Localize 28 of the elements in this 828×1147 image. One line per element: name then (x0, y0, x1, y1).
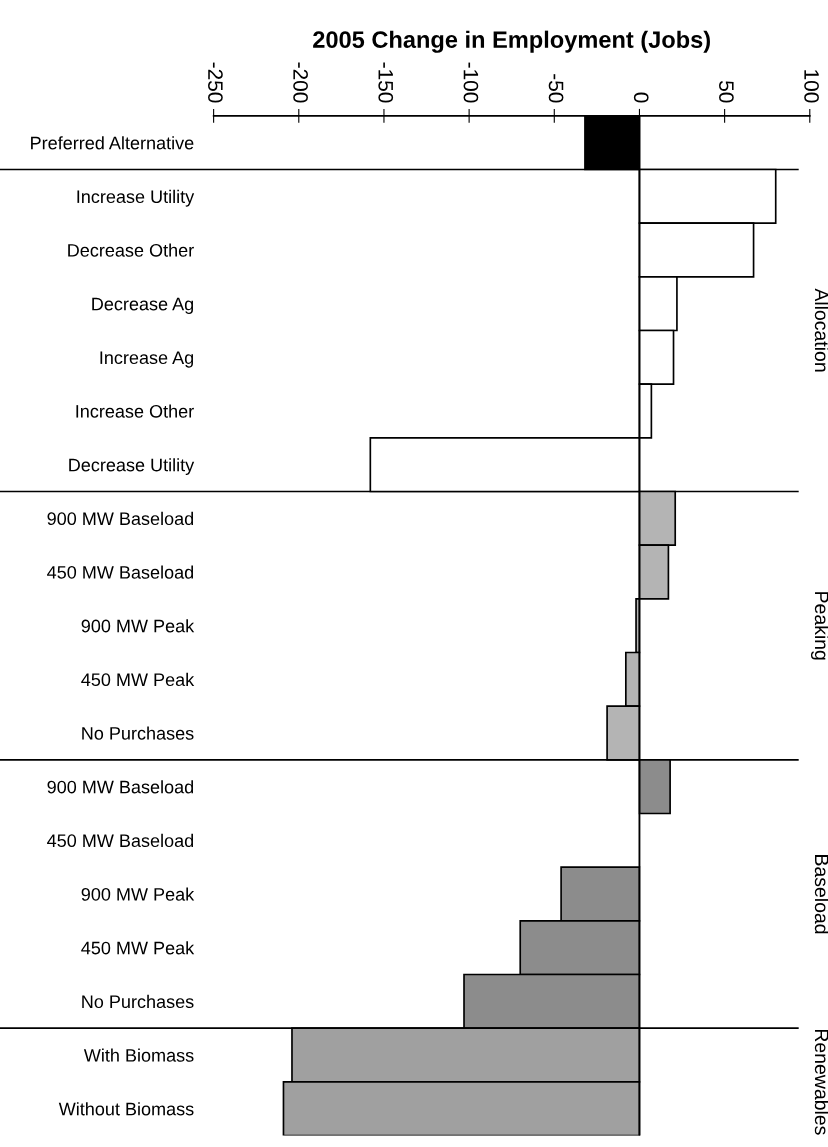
x-tick-label: -100 (463, 62, 479, 103)
y-tick-label: 900 MW Baseload (47, 780, 194, 794)
y-tick-label: Without Biomass (58, 1102, 194, 1116)
x-tick-label: -250 (208, 62, 223, 103)
x-tick-label: 0 (633, 92, 649, 103)
y-tick-label: No Purchases (82, 994, 194, 1009)
y-tick-label: No Purchases (82, 726, 194, 740)
y-tick-label: 900 MW Peak (81, 887, 195, 901)
y-tick-label: Increase Other (76, 404, 194, 418)
x-tick-label: 100 (804, 70, 819, 103)
y-tick-label: 450 MW Baseload (47, 833, 194, 848)
y-tick-label: With Biomass (83, 1048, 194, 1062)
y-tick-label: Preferred Alternative (31, 136, 194, 150)
x-tick-label: -50 (548, 74, 564, 103)
x-tick-label: -150 (378, 62, 394, 103)
x-axis-title: 2005 Change in Employment (Jobs) (313, 30, 710, 53)
x-tick-label: 50 (719, 81, 734, 103)
y-tick-label: 900 MW Peak (81, 619, 195, 633)
y-tick-label: 450 MW Peak (81, 941, 195, 955)
y-tick-label: Increase Utility (77, 189, 195, 207)
y-tick-label: 900 MW Baseload (47, 511, 194, 526)
y-tick-label: Decrease Other (68, 243, 194, 257)
y-tick-label: Increase Ag (100, 351, 194, 368)
y-tick-label: 450 MW Baseload (47, 565, 194, 579)
y-tick-label: Decrease Utility (69, 458, 195, 475)
y-tick-label: 450 MW Peak (81, 672, 195, 687)
y-tick-label: Decrease Ag (92, 297, 194, 314)
x-tick-label: -200 (293, 62, 308, 103)
